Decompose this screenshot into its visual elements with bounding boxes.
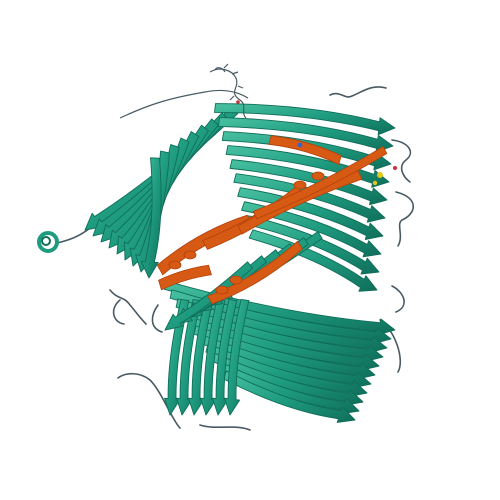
beta-strand-31 — [176, 299, 202, 416]
plug-segment-4 — [268, 135, 342, 165]
coil-4 — [391, 139, 412, 183]
coil-2 — [117, 372, 181, 429]
beta-strands — [84, 103, 396, 423]
coil-10 — [151, 304, 163, 333]
coil-8 — [199, 424, 251, 431]
plug-segment-3 — [252, 145, 388, 220]
beta-strand-33 — [200, 299, 226, 416]
ligand-accents — [236, 100, 397, 186]
beta-strand-34 — [212, 299, 238, 416]
beta-strand-35 — [224, 299, 250, 416]
plug-helix-2 — [215, 285, 229, 295]
plug-helix-3 — [229, 275, 243, 285]
coil-5 — [395, 191, 415, 247]
beta-strand-8 — [140, 157, 162, 279]
beta-strand-30 — [164, 299, 190, 416]
plug-segment-5 — [207, 240, 303, 305]
beta-strand-9 — [214, 103, 396, 136]
beta-strand-29 — [223, 370, 356, 423]
plug-helix-0 — [168, 260, 182, 270]
coil-1 — [109, 289, 147, 325]
helix-left — [37, 231, 59, 253]
beta-strand-32 — [188, 299, 214, 416]
beta-strand-10 — [217, 117, 394, 153]
coil-loops — [56, 86, 415, 431]
coil-9 — [112, 299, 125, 325]
plug-helix-4 — [293, 180, 307, 190]
plug-domain — [156, 135, 388, 305]
plug-helix-5 — [311, 171, 325, 181]
coil-6 — [391, 285, 405, 313]
coil-3 — [329, 86, 387, 98]
beta-strand-13 — [229, 159, 388, 206]
plug-segment-6 — [158, 264, 212, 291]
n-terminal-tail — [119, 63, 249, 119]
plug-helix-1 — [183, 250, 197, 260]
